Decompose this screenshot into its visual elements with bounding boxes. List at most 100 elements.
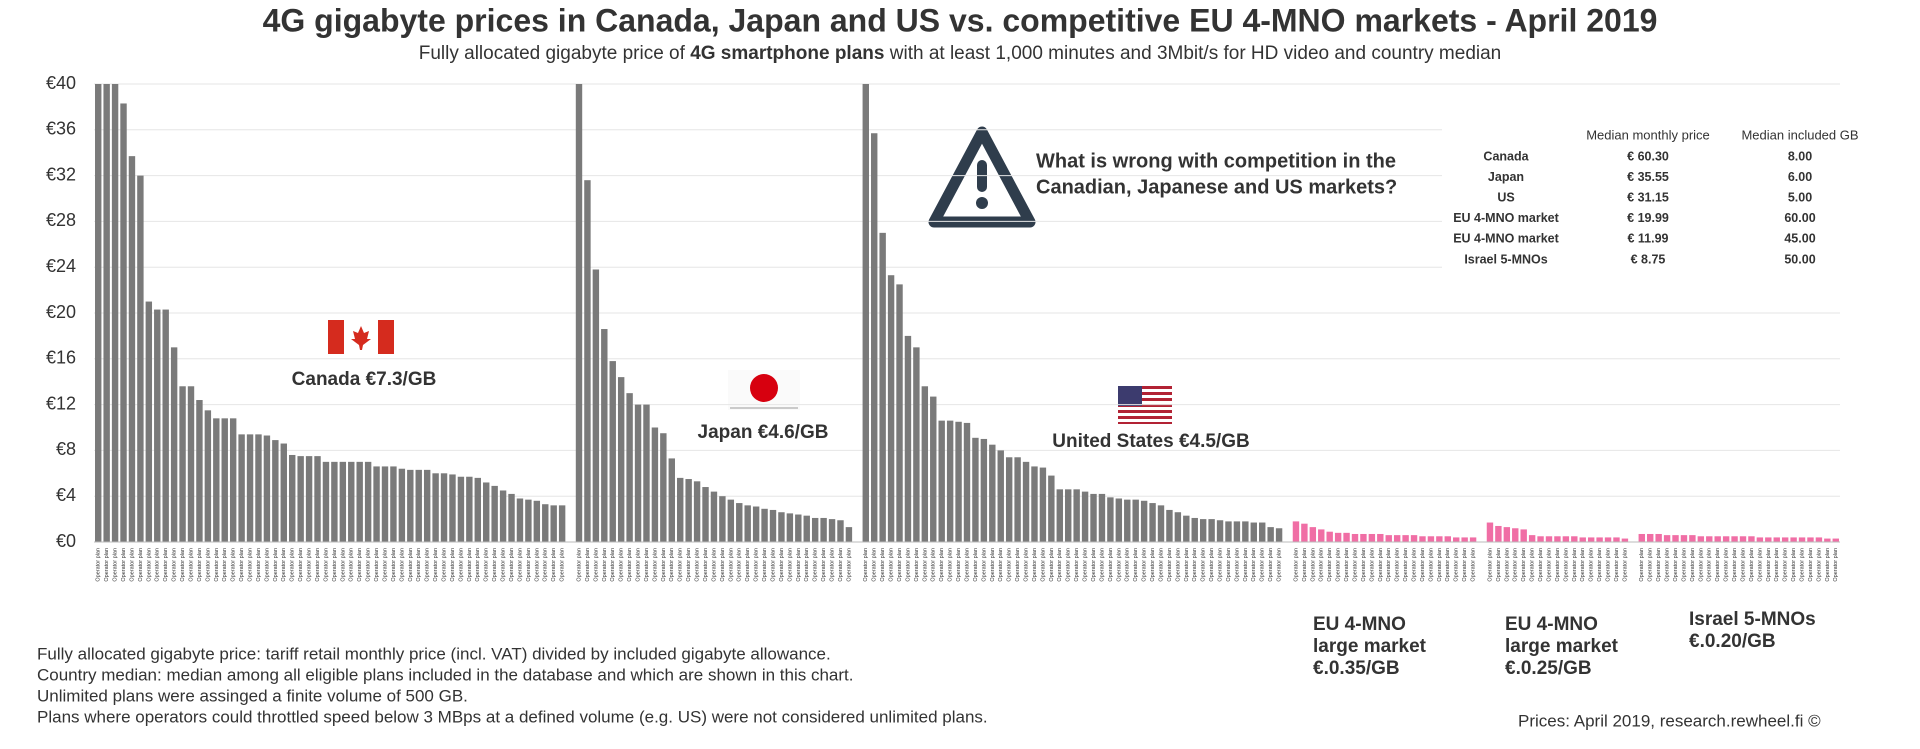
bar — [162, 309, 169, 542]
group-label: Japan €4.6/GB — [698, 422, 829, 443]
x-tick-label: Operator plan — [113, 548, 119, 582]
bar — [643, 404, 650, 542]
inset-table: Median monthly price Median included GB Ca… — [1442, 124, 1870, 274]
bar — [1377, 533, 1384, 542]
bar — [154, 309, 161, 542]
bar — [1098, 493, 1106, 542]
x-tick-label: Operator plan — [399, 548, 405, 582]
x-tick-label: Operator plan — [332, 548, 338, 582]
table-row-name: Japan — [1488, 170, 1524, 184]
y-tick-label: €12 — [46, 393, 76, 413]
x-tick-label: Operator plan — [214, 548, 220, 582]
bar — [1638, 533, 1645, 542]
bar — [955, 421, 962, 542]
bar — [1183, 515, 1190, 542]
bar — [305, 456, 313, 542]
bar — [1571, 536, 1578, 542]
bar — [1680, 535, 1688, 542]
x-tick-label: Operator plan — [931, 548, 937, 582]
x-tick-label: Operator plan — [1023, 548, 1029, 582]
x-tick-label: Operator plan — [1217, 548, 1223, 582]
x-tick-label: Operator plan — [1074, 548, 1080, 582]
x-tick-label: Operator plan — [517, 548, 523, 582]
x-tick-label: Operator plan — [1040, 548, 1046, 582]
bar — [1486, 522, 1494, 542]
x-tick-label: Operator plan — [340, 548, 346, 582]
x-tick-label: Operator plan — [1133, 548, 1139, 582]
x-tick-label: Operator plan — [1715, 548, 1721, 582]
bar — [1832, 538, 1839, 542]
chart-subtitle: Fully allocated gigabyte price of 4G sma… — [419, 43, 1502, 64]
x-tick-label: Operator plan — [1108, 548, 1114, 582]
group-label: €.0.20/GB — [1689, 631, 1776, 652]
x-tick-label: Operator plan — [973, 548, 979, 582]
x-tick-label: Operator plan — [205, 548, 211, 582]
x-tick-label: Operator plan — [543, 548, 549, 582]
x-tick-label: Operator plan — [264, 548, 270, 582]
bar — [466, 476, 473, 542]
bar — [879, 232, 886, 542]
bar — [1436, 536, 1443, 542]
bar — [483, 482, 490, 542]
bar — [1781, 537, 1789, 542]
bar — [803, 515, 810, 542]
table-cell: € 19.99 — [1627, 211, 1669, 225]
x-tick-label: Operator plan — [880, 548, 886, 582]
table-row-name: EU 4-MNO market — [1453, 232, 1559, 246]
x-tick-label: Operator plan — [1530, 548, 1536, 582]
bar — [440, 473, 448, 542]
x-tick-label: Operator plan — [1327, 548, 1333, 582]
bar — [1520, 529, 1527, 542]
bar — [1292, 521, 1300, 542]
bar — [1461, 537, 1468, 542]
bar — [634, 404, 642, 542]
x-tick-label: Operator plan — [315, 548, 321, 582]
bar — [769, 509, 777, 542]
x-tick-label: Operator plan — [1201, 548, 1207, 582]
bar — [778, 512, 785, 542]
bar — [1554, 536, 1561, 542]
bar — [1056, 489, 1063, 542]
x-tick-label: Operator plan — [1234, 548, 1240, 582]
bar — [339, 461, 347, 542]
table-row-name: US — [1497, 190, 1514, 204]
group-label: Israel 5-MNOs — [1689, 609, 1816, 630]
bar — [1107, 497, 1114, 542]
bar — [1225, 521, 1232, 542]
bar — [592, 269, 600, 542]
x-tick-label: Operator plan — [576, 548, 582, 582]
bar — [449, 474, 456, 542]
group-label: €.0.35/GB — [1313, 658, 1400, 679]
y-tick-label: €24 — [46, 256, 76, 276]
y-tick-label: €4 — [56, 485, 76, 505]
bar — [1216, 520, 1224, 542]
bar — [786, 513, 794, 542]
x-tick-label: Operator plan — [593, 548, 599, 582]
bar — [542, 504, 549, 542]
bar — [1149, 503, 1156, 542]
x-tick-label: Operator plan — [1369, 548, 1375, 582]
x-tick-label: Operator plan — [644, 548, 650, 582]
chart-title: 4G gigabyte prices in Canada, Japan and … — [263, 2, 1658, 38]
bar — [1233, 521, 1241, 542]
bar — [1065, 489, 1072, 542]
bar — [111, 84, 119, 542]
x-tick-label: Operator plan — [635, 548, 641, 582]
bar — [677, 477, 684, 542]
x-tick-label: Operator plan — [602, 548, 608, 582]
x-tick-label: Operator plan — [754, 548, 760, 582]
bar — [1048, 475, 1055, 542]
bar — [1301, 523, 1308, 542]
x-tick-label: Operator plan — [669, 548, 675, 582]
x-tick-label: Operator plan — [239, 548, 245, 582]
x-tick-label: Operator plan — [821, 548, 827, 582]
bar — [626, 393, 633, 542]
x-tick-label: Operator plan — [1361, 548, 1367, 582]
x-tick-label: Operator plan — [1774, 548, 1780, 582]
bar — [1579, 537, 1586, 542]
bar — [1503, 527, 1511, 542]
table-cell: € 35.55 — [1627, 170, 1669, 184]
bar — [660, 433, 667, 542]
group-label: large market — [1313, 636, 1427, 657]
